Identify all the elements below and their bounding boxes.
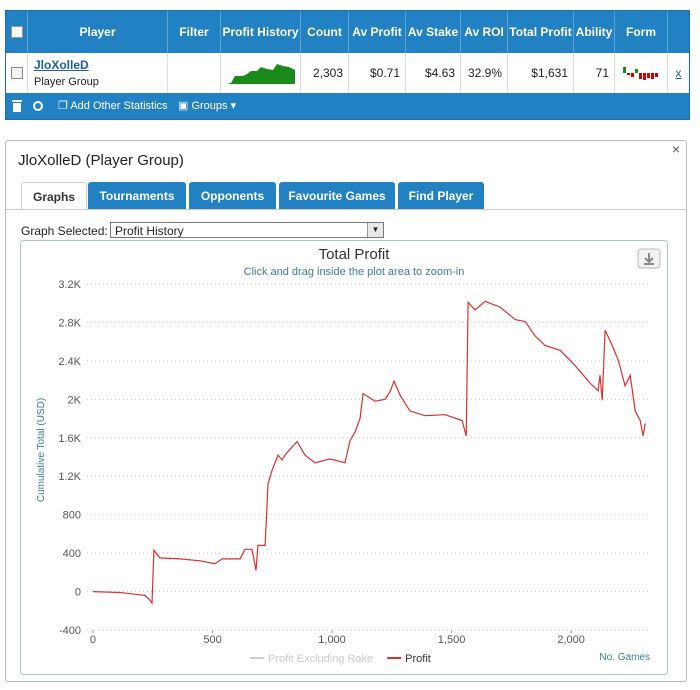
- chart-subtitle: Click and drag inside the plot area to z…: [244, 266, 465, 278]
- x-tick-label: 2,000: [557, 634, 585, 646]
- y-tick-label: 2.4K: [58, 356, 81, 368]
- legend-label: Profit Excluding Rake: [268, 653, 373, 665]
- chart: Total Profit Click and drag inside the p…: [20, 240, 668, 675]
- count-cell: 2,303: [301, 53, 349, 93]
- y-tick-label: 400: [63, 548, 81, 560]
- header-cell[interactable]: Av Stake: [406, 11, 461, 53]
- y-tick-label: 800: [63, 510, 81, 522]
- header-checkbox[interactable]: [6, 11, 28, 53]
- header-cell[interactable]: Count: [301, 11, 349, 53]
- groups-label: Groups: [191, 100, 228, 112]
- header-cell[interactable]: Av Profit: [349, 11, 406, 53]
- player-cell: JloXolleD Player Group: [28, 53, 168, 93]
- remove-link[interactable]: x: [668, 53, 689, 93]
- refresh-icon[interactable]: [32, 100, 44, 112]
- groups-button[interactable]: ▣ Groups ▾: [178, 100, 237, 112]
- tab[interactable]: Graphs: [21, 182, 87, 210]
- header-cell[interactable]: Ability: [574, 11, 615, 53]
- av-stake-cell: $4.63: [406, 53, 461, 93]
- toolbar: ❐ Add Other Statistics ▣ Groups ▾: [6, 93, 689, 119]
- graph-select-label: Graph Selected:: [21, 224, 108, 238]
- filter-cell: [168, 53, 221, 93]
- header-cell[interactable]: Filter: [168, 11, 221, 53]
- y-tick-label: 3.2K: [58, 279, 81, 291]
- form-cell: [615, 53, 668, 93]
- y-tick-label: 2K: [68, 394, 82, 406]
- y-axis-label: Cumulative Total (USD): [36, 398, 47, 502]
- add-statistics-label: Add Other Statistics: [70, 100, 168, 112]
- x-axis-label: No. Games: [599, 652, 650, 663]
- row-checkbox[interactable]: [6, 53, 28, 93]
- av-profit-cell: $0.71: [349, 53, 406, 93]
- tab[interactable]: Favourite Games: [279, 182, 395, 209]
- add-statistics-button[interactable]: ❐ Add Other Statistics: [58, 100, 168, 112]
- y-tick-label: -400: [59, 625, 81, 637]
- x-tick-label: 1,000: [318, 634, 346, 646]
- player-group: Player Group: [34, 76, 99, 88]
- close-button[interactable]: ×: [671, 141, 680, 157]
- x-tick-label: 1,500: [438, 634, 466, 646]
- profit-line: [92, 300, 646, 605]
- header-cell[interactable]: Profit History: [221, 11, 301, 53]
- player-link[interactable]: JloXolleD: [34, 58, 89, 72]
- header-cell[interactable]: Av ROI: [461, 11, 508, 53]
- tab[interactable]: Tournaments: [88, 182, 186, 209]
- x-tick-label: 0: [90, 634, 96, 646]
- chart-frame: [20, 240, 668, 675]
- legend-label: Profit: [405, 653, 431, 665]
- tab[interactable]: Find Player: [398, 182, 484, 209]
- stats-table: Player Filter Profit History Count Av Pr…: [5, 10, 690, 120]
- y-tick-label: 1.6K: [58, 433, 81, 445]
- y-tick-label: 1.2K: [58, 471, 81, 483]
- header-cell[interactable]: Total Profit: [508, 11, 574, 53]
- av-roi-cell: 32.9%: [461, 53, 508, 93]
- y-tick-label: 0: [75, 587, 81, 599]
- header-cell[interactable]: Player: [28, 11, 168, 53]
- sparkline-cell: [221, 53, 301, 93]
- graph-select-value: Profit History: [115, 224, 184, 238]
- chart-title: Total Profit: [319, 246, 391, 263]
- graph-select[interactable]: Profit History ▼: [110, 222, 384, 238]
- ability-cell: 71: [574, 53, 615, 93]
- tab-divider: [6, 209, 686, 210]
- form-bars: [623, 67, 658, 80]
- total-profit-cell: $1,631: [508, 53, 574, 93]
- x-tick-label: 500: [203, 634, 221, 646]
- header-cell: [668, 11, 689, 53]
- header-cell[interactable]: Form: [615, 11, 668, 53]
- panel-title: JloXolleD (Player Group): [18, 152, 184, 169]
- delete-icon[interactable]: [12, 100, 22, 112]
- tab[interactable]: Opponents: [189, 182, 276, 209]
- y-tick-label: 2.8K: [58, 317, 81, 329]
- profit-sparkline: [226, 64, 295, 84]
- export-button[interactable]: [637, 248, 661, 269]
